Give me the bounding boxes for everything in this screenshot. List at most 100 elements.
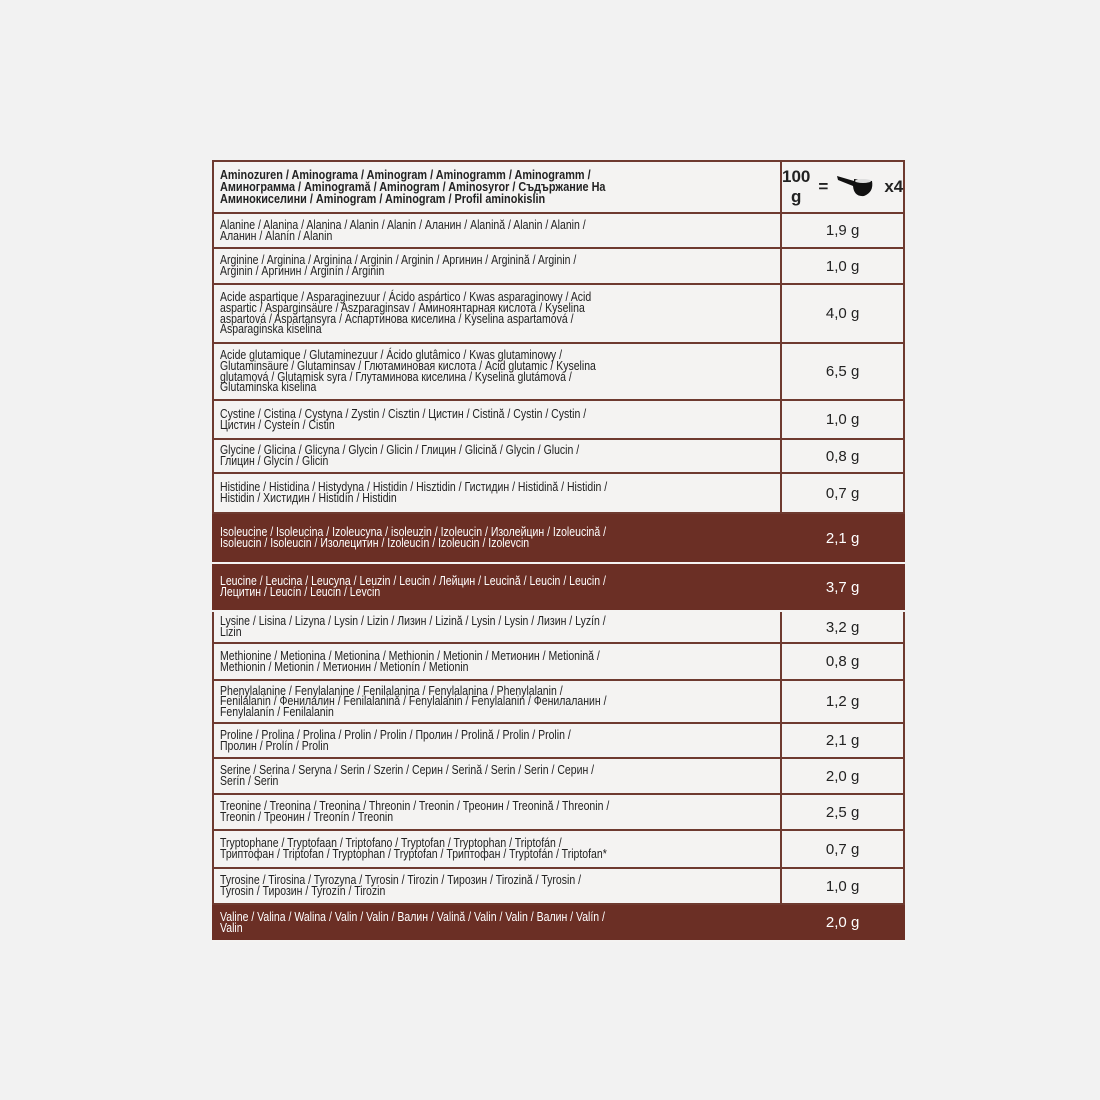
table-row: Tyrosine / Tirosina / Tyrozyna / Tyrosin… [212, 867, 906, 905]
amino-acid-name: Acide glutamique / Glutaminezuur / Ácido… [212, 342, 782, 401]
amino-acid-name-line: aspartic / Asparginsäure / Aszparaginsav… [220, 300, 585, 315]
amino-acid-name-line: Пролин / Prolín / Prolin [220, 738, 329, 753]
amino-acid-name-line: Arginin / Аргинин / Arginín / Arginin [220, 264, 385, 278]
amino-acid-name-line: Lizin [220, 625, 242, 639]
header-serving: 100 g = x4 [779, 160, 906, 214]
amino-acid-value: 1,0 g [779, 247, 906, 285]
amino-acid-name-line: Serine / Serina / Seryna / Serin / Szeri… [220, 763, 595, 778]
table-header-row: Aminozuren / Aminograma / Aminogram / Am… [212, 160, 906, 214]
amino-acid-name-line: Аланин / Alanín / Alanin [220, 228, 333, 243]
amino-acid-name-line: Methionin / Metionin / Метионин / Metion… [220, 659, 469, 674]
aminogram-table: Aminozuren / Aminograma / Aminogram / Am… [212, 160, 906, 942]
header-title: Aminozuren / Aminograma / Aminogram / Am… [212, 160, 782, 214]
amino-acid-value: 0,8 g [779, 642, 906, 681]
table-row: Glycine / Glicina / Glicyna / Glycin / G… [212, 438, 906, 474]
amino-acid-name: Phenylalanine / Fenylalanine / Fenilalan… [212, 679, 782, 724]
amino-acid-name-line: Fenilalanin / Фенилалин / Fenilalanină /… [220, 694, 607, 709]
header-title-line: Аминограмма / Aminogramă / Aminogram / A… [220, 180, 606, 194]
amino-acid-name-line: Цистин / Cysteín / Cistin [220, 417, 335, 432]
amino-acid-value: 1,0 g [779, 867, 906, 905]
table-row: Acide aspartique / Asparaginezuur / Ácid… [212, 283, 906, 344]
amino-acid-name-line: Isoleucin / Isoleucin / Изолецитин / Izo… [220, 536, 530, 550]
amino-acid-name: Arginine / Arginina / Arginina / Arginin… [212, 247, 782, 285]
table-row: Lysine / Lisina / Lizyna / Lysin / Lizin… [212, 610, 906, 644]
table-row: Alanine / Alanina / Alanina / Alanin / A… [212, 212, 906, 249]
amino-acid-name: Lysine / Lisina / Lizyna / Lysin / Lizin… [212, 610, 782, 644]
amino-acid-value: 2,0 g [779, 757, 906, 795]
amino-acid-name-line: Cystine / Cistina / Cystyna / Zystin / C… [220, 406, 587, 421]
table-row: Acide glutamique / Glutaminezuur / Ácido… [212, 342, 906, 401]
amino-acid-name-line: Glutaminska kiselina [220, 380, 317, 395]
amino-acid-name-line: Asparaginska kiselina [220, 322, 322, 337]
table-row: Serine / Serina / Seryna / Serin / Szeri… [212, 757, 906, 795]
table-row: Phenylalanine / Fenylalanine / Fenilalan… [212, 679, 906, 724]
table-row: Leucine / Leucina / Leucyna / Leuzin / L… [212, 562, 906, 612]
amino-acid-value: 0,7 g [779, 829, 906, 869]
amino-acid-name: Serine / Serina / Seryna / Serin / Szeri… [212, 757, 782, 795]
amino-acid-name-line: Lysine / Lisina / Lizyna / Lysin / Lizin… [220, 614, 606, 629]
amino-acid-name-line: Valine / Valina / Walina / Valin / Valin… [220, 909, 605, 924]
amino-acid-value: 3,2 g [779, 610, 906, 644]
amino-acid-name: Leucine / Leucina / Leucyna / Leuzin / L… [212, 562, 782, 612]
amino-acid-value: 6,5 g [779, 342, 906, 401]
amino-acid-value: 2,5 g [779, 793, 906, 831]
amino-acid-name-line: Глицин / Glycín / Glicin [220, 454, 329, 468]
equals-sign: = [818, 177, 829, 196]
table-row: Proline / Prolina / Prolina / Prolin / P… [212, 722, 906, 759]
table-row: Isoleucine / Isoleucina / Izoleucyna / i… [212, 512, 906, 564]
header-title-line: Aminozuren / Aminograma / Aminogram / Am… [220, 168, 591, 182]
amino-acid-name-line: Fenylalanín / Fenilalanin [220, 704, 334, 719]
amino-acid-name: Valine / Valina / Walina / Valin / Valin… [212, 903, 782, 942]
amino-acid-name-line: Histidine / Histidina / Histydyna / Hist… [220, 480, 608, 495]
amino-acid-value: 2,1 g [779, 722, 906, 759]
measuring-scoop-icon [836, 172, 876, 203]
amino-acid-name: Proline / Prolina / Prolina / Prolin / P… [212, 722, 782, 759]
amino-acid-name: Methionine / Metionina / Metionina / Met… [212, 642, 782, 681]
amino-acid-name-line: Treonin / Треонин / Treonín / Treonin [220, 810, 394, 824]
amino-acid-name: Histidine / Histidina / Histydyna / Hist… [212, 472, 782, 514]
amino-acid-name-line: Isoleucine / Isoleucina / Izoleucyna / i… [220, 525, 607, 540]
amino-acid-name: Acide aspartique / Asparaginezuur / Ácid… [212, 283, 782, 344]
amino-acid-name-line: Alanine / Alanina / Alanina / Alanin / A… [220, 217, 586, 232]
amino-acid-name-line: Phenylalanine / Fenylalanine / Fenilalan… [220, 683, 563, 698]
amino-acid-value: 4,0 g [779, 283, 906, 344]
amino-acid-value: 1,0 g [779, 399, 906, 440]
amino-acid-name-line: Glutaminsäure / Glutaminsav / Глютаминов… [220, 358, 596, 373]
amino-acid-name: Treonine / Treonina / Treonina / Threoni… [212, 793, 782, 831]
amino-acid-name-line: aspartová / Aspartansyra / Аспартинова к… [220, 311, 574, 326]
amino-acid-name: Tryptophane / Tryptofaan / Triptofano / … [212, 829, 782, 869]
amino-acid-name-line: Arginine / Arginina / Arginina / Arginin… [220, 253, 577, 268]
table-row: Valine / Valina / Walina / Valin / Valin… [212, 903, 906, 942]
amino-acid-name-line: glutamová / Glutamisk syra / Глутаминова… [220, 369, 572, 384]
amino-acid-name: Isoleucine / Isoleucina / Izoleucyna / i… [212, 512, 782, 564]
amino-acid-name-line: Tyrosin / Тирозин / Tyrozín / Tirozin [220, 884, 386, 898]
table-row: Treonine / Treonina / Treonina / Threoni… [212, 793, 906, 831]
amino-acid-value: 1,9 g [779, 212, 906, 249]
amino-acid-name-line: Proline / Prolina / Prolina / Prolin / P… [220, 727, 571, 742]
amino-acid-value: 1,2 g [779, 679, 906, 724]
amino-acid-value: 2,1 g [779, 512, 906, 564]
amino-acid-value: 3,7 g [779, 562, 906, 612]
amino-acid-name: Glycine / Glicina / Glicyna / Glycin / G… [212, 438, 782, 474]
amino-acid-name: Cystine / Cistina / Cystyna / Zystin / C… [212, 399, 782, 440]
amino-acid-name: Alanine / Alanina / Alanina / Alanin / A… [212, 212, 782, 249]
amino-acid-name-line: Treonine / Treonina / Treonina / Threoni… [220, 799, 610, 814]
header-title-line: Аминокиселини / Aminogram / Aminogram / … [220, 192, 546, 206]
amino-acid-name-line: Лецитин / Leucín / Leucin / Levcin [220, 585, 381, 599]
table-row: Methionine / Metionina / Metionina / Met… [212, 642, 906, 681]
table-row: Histidine / Histidina / Histydyna / Hist… [212, 472, 906, 514]
serving-amount: 100 g [782, 167, 811, 206]
table-row: Arginine / Arginina / Arginina / Arginin… [212, 247, 906, 285]
amino-acid-name-line: Serín / Serin [220, 774, 279, 788]
table-row: Cystine / Cistina / Cystyna / Zystin / C… [212, 399, 906, 440]
amino-acid-name: Tyrosine / Tirosina / Tyrozyna / Tyrosin… [212, 867, 782, 905]
amino-acid-name-line: Glycine / Glicina / Glicyna / Glycin / G… [220, 443, 580, 458]
scoop-count: x4 [884, 177, 904, 196]
amino-acid-name-line: Valin [220, 920, 243, 935]
table-row: Tryptophane / Tryptofaan / Triptofano / … [212, 829, 906, 869]
amino-acid-name-line: Methionine / Metionina / Metionina / Met… [220, 648, 600, 663]
amino-acid-name-line: Tyrosine / Tirosina / Tyrozyna / Tyrosin… [220, 873, 582, 888]
amino-acid-name-line: Acide aspartique / Asparaginezuur / Ácid… [220, 290, 592, 305]
amino-acid-name-line: Leucine / Leucina / Leucyna / Leuzin / L… [220, 574, 606, 589]
amino-acid-name-line: Histidin / Хистидин / Histidín / Histidi… [220, 491, 397, 505]
